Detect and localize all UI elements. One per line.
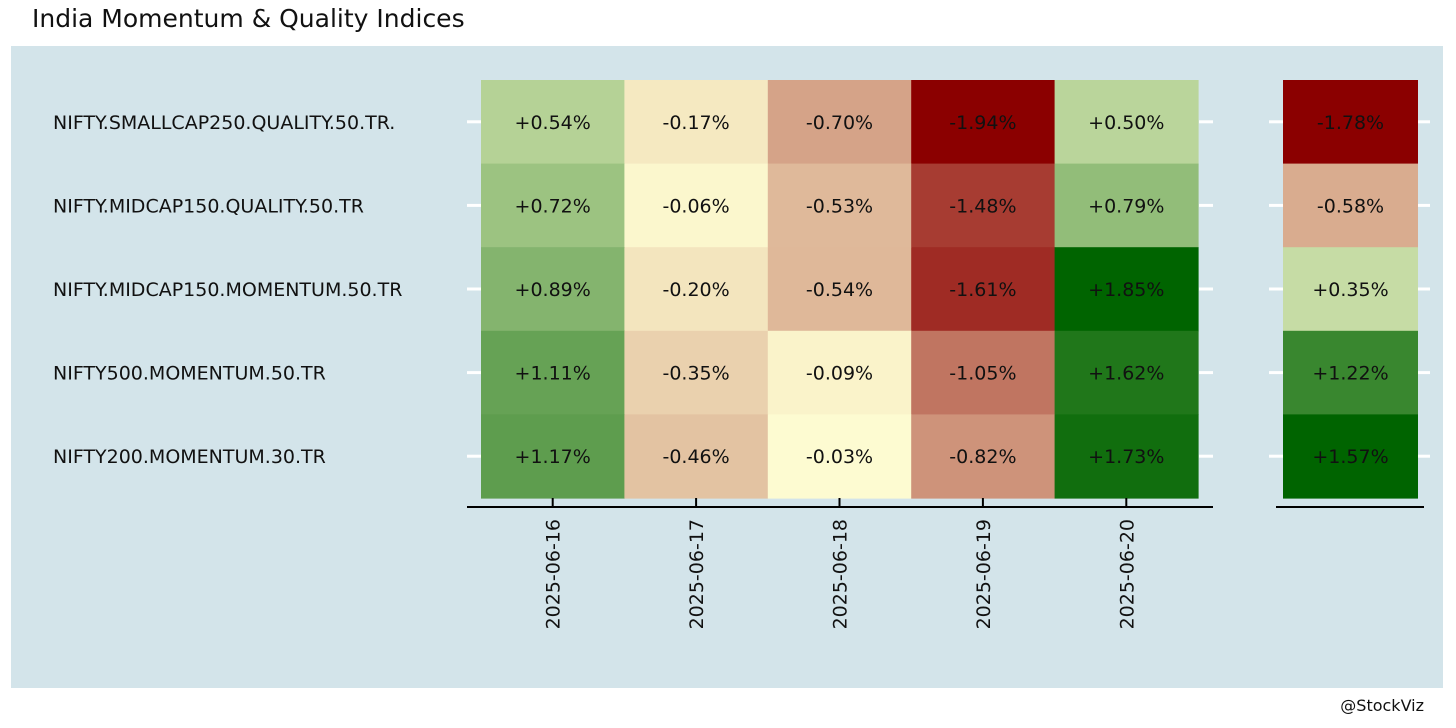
credit-text: @StockViz: [1340, 696, 1424, 715]
column-label: 2025-06-17: [686, 519, 708, 629]
cell-label: +1.85%: [1088, 279, 1164, 301]
heatmap-cell: [624, 247, 769, 332]
heatmap-cell: [1054, 247, 1199, 332]
heatmap-cell: [624, 163, 769, 248]
axes: [467, 120, 1430, 508]
column-label: 2025-06-20: [1116, 519, 1138, 629]
heatmap-cell: [767, 247, 912, 332]
column-label: 2025-06-19: [973, 519, 995, 629]
main-heatmap: +0.54% -0.17% -0.70% -1.94% +0.50% +0.72% -0.0…: [481, 80, 1199, 499]
cell-label: +0.54%: [515, 112, 591, 134]
heatmap-cell: [911, 414, 1056, 499]
summary-label: +0.35%: [1312, 279, 1388, 301]
cell-label: -1.61%: [949, 279, 1016, 301]
cell-label: +1.17%: [515, 446, 591, 468]
cell-label: -1.48%: [949, 195, 1016, 217]
cell-label: -0.54%: [806, 279, 873, 301]
cell-label: -1.94%: [949, 112, 1016, 134]
heatmap-cell: [911, 247, 1056, 332]
heatmap-cell: [767, 330, 912, 415]
heatmap-cell: [767, 163, 912, 248]
cell-label: -0.17%: [662, 112, 729, 134]
heatmap-cell: [624, 330, 769, 415]
cell-label: +0.50%: [1088, 112, 1164, 134]
row-label: NIFTY200.MOMENTUM.30.TR: [53, 446, 326, 468]
cell-label: -0.82%: [949, 446, 1016, 468]
column-label: 2025-06-18: [830, 519, 852, 629]
row-labels: NIFTY.SMALLCAP250.QUALITY.50.TR. NIFTY.MI…: [53, 112, 402, 468]
cell-label: -0.35%: [662, 363, 729, 385]
heatmap-cell: [481, 80, 625, 165]
cell-label: -1.05%: [949, 363, 1016, 385]
heatmap-cell: [1054, 414, 1199, 499]
row-label: NIFTY.MIDCAP150.QUALITY.50.TR: [53, 195, 364, 217]
heatmap-cell: [1054, 80, 1199, 165]
summary-label: +1.57%: [1312, 446, 1388, 468]
heatmap-cell: [911, 163, 1056, 248]
heatmap-cell: [1054, 330, 1199, 415]
heatmap-cell: [481, 414, 625, 499]
heatmap-cell: [911, 330, 1056, 415]
summary-label: -1.78%: [1317, 112, 1384, 134]
cell-label: +0.79%: [1088, 195, 1164, 217]
heatmap-cell: [481, 247, 625, 332]
cell-label: -0.53%: [806, 195, 873, 217]
cell-label: -0.70%: [806, 112, 873, 134]
summary-cell: [1283, 163, 1418, 248]
summary-label: -0.58%: [1317, 195, 1384, 217]
cell-label: -0.46%: [662, 446, 729, 468]
row-label: NIFTY.SMALLCAP250.QUALITY.50.TR.: [53, 112, 395, 134]
heatmap-cell: [767, 414, 912, 499]
chart-title: India Momentum & Quality Indices: [32, 4, 465, 33]
heatmap-cell: [767, 80, 912, 165]
cell-label: +0.89%: [515, 279, 591, 301]
column-labels: 2025-06-16 2025-06-17 2025-06-18 2025-06-19…: [543, 519, 1139, 629]
column-label: 2025-06-16: [543, 519, 565, 629]
cell-label: +0.72%: [515, 195, 591, 217]
cell-label: +1.11%: [515, 363, 591, 385]
heatmap-cell: [911, 80, 1056, 165]
summary-label: +1.22%: [1312, 363, 1388, 385]
heatmap-cell: [481, 330, 625, 415]
cell-label: -0.09%: [806, 363, 873, 385]
heatmap-cell: [624, 414, 769, 499]
cell-label: -0.03%: [806, 446, 873, 468]
heatmap-cell: [624, 80, 769, 165]
heatmap-cell: [481, 163, 625, 248]
cell-label: +1.62%: [1088, 363, 1164, 385]
summary-cell: [1283, 247, 1418, 332]
summary-cell: [1283, 330, 1418, 415]
cell-label: -0.06%: [662, 195, 729, 217]
cell-label: +1.73%: [1088, 446, 1164, 468]
heatmap-cell: [1054, 163, 1199, 248]
summary-heatmap: -1.78% -0.58% +0.35% +1.22% +1.57%: [1283, 80, 1418, 499]
row-label: NIFTY.MIDCAP150.MOMENTUM.50.TR: [53, 279, 402, 301]
summary-cell: [1283, 80, 1418, 165]
row-label: NIFTY500.MOMENTUM.50.TR: [53, 363, 326, 385]
summary-cell: [1283, 414, 1418, 499]
cell-label: -0.20%: [662, 279, 729, 301]
